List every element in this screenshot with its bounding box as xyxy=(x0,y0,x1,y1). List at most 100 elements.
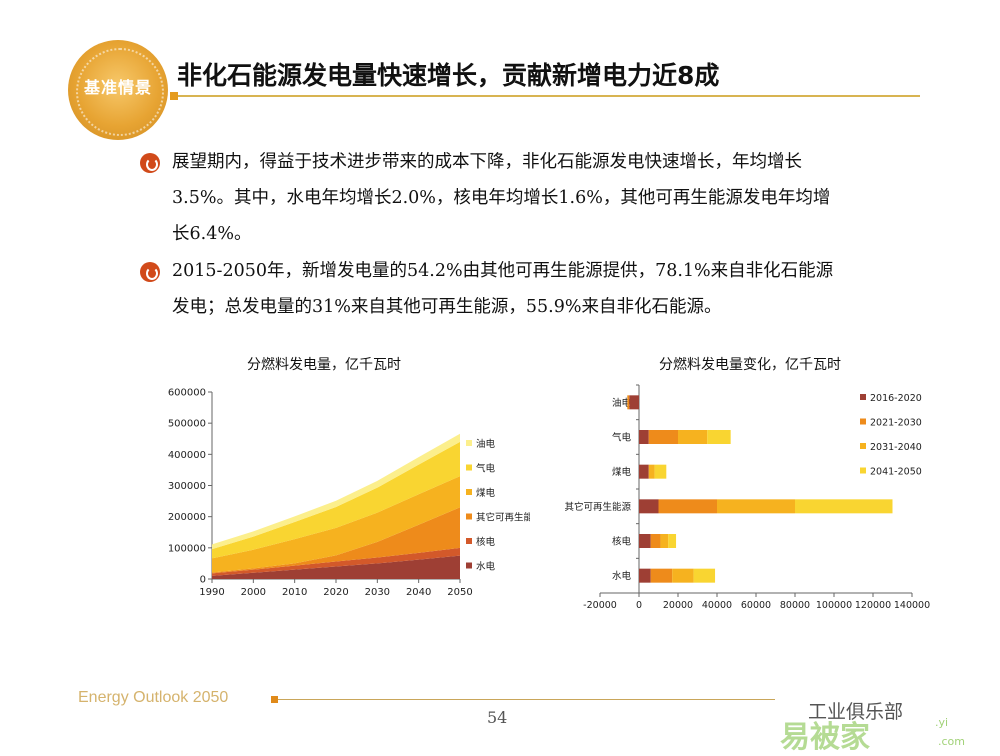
legend-swatch xyxy=(466,489,472,495)
legend-label: 2041-2050 xyxy=(870,467,922,478)
y-tick-label: 100000 xyxy=(168,543,206,554)
area-series-水电 xyxy=(212,555,460,579)
legend-label: 煤电 xyxy=(476,487,496,499)
bar-segment-2016-2020 xyxy=(639,534,651,548)
x-tick-label: -20000 xyxy=(583,600,617,611)
page-title: 非化石能源发电量快速增长，贡献新增电力近8成 xyxy=(177,61,720,90)
x-tick-label: 60000 xyxy=(741,600,771,611)
bar-segment-2041-2050 xyxy=(693,568,716,583)
x-tick-label: 0 xyxy=(636,600,642,611)
bar-chart-title: 分燃料发电量变化，亿千瓦时 xyxy=(659,357,841,373)
watermark-logo: 易被家 xyxy=(780,720,870,755)
legend-label: 其它可再生能源 xyxy=(476,512,530,524)
x-tick-label: 100000 xyxy=(816,600,852,611)
legend-swatch xyxy=(860,394,866,400)
watermark-domain: .yi xyxy=(935,716,949,729)
bar-segment-2021-2030 xyxy=(650,534,661,548)
bar-segment-2016-2020 xyxy=(629,395,639,410)
area-series-油电 xyxy=(212,433,460,550)
bar-segment-2031-2040 xyxy=(660,534,669,548)
area-chart: 0 100000 200000 300000 400000 500000 600000 199… xyxy=(168,388,530,599)
badge-ring xyxy=(76,48,164,136)
bullet-icon xyxy=(140,153,160,173)
area-series-核电 xyxy=(212,547,460,576)
title-underline-marker xyxy=(170,92,178,100)
bullet-icon xyxy=(140,262,160,282)
area-chart-title: 分燃料发电量，亿千瓦时 xyxy=(247,357,401,373)
bullet-1-line-1: 展望期内，得益于技术进步带来的成本下降，非化石能源发电快速增长，年均增长 xyxy=(172,152,802,172)
legend-swatch xyxy=(466,562,472,569)
x-tick-label: 2040 xyxy=(406,587,431,598)
bar-segment-2031-2040 xyxy=(717,499,795,514)
category-label: 核电 xyxy=(612,536,632,548)
x-tick-label: 2000 xyxy=(241,587,266,598)
category-label: 其它可再生能源 xyxy=(564,501,631,513)
legend-swatch xyxy=(466,440,472,446)
footer-line xyxy=(275,699,775,700)
y-tick-label: 500000 xyxy=(168,419,206,430)
bar-segment-2021-2030 xyxy=(650,568,673,583)
x-tick-label: 1990 xyxy=(199,587,224,598)
page-number: 54 xyxy=(487,708,508,727)
x-tick-label: 2050 xyxy=(447,587,472,598)
watermark-text: 工业俱乐部 xyxy=(808,701,904,723)
bullet-2-line-2: 发电；总发电量的31%来自其他可再生能源，55.9%来自非化石能源。 xyxy=(172,297,722,317)
category-label: 水电 xyxy=(612,570,632,582)
y-tick-label: 300000 xyxy=(168,481,206,492)
legend-swatch xyxy=(860,418,866,425)
bar-segment-2031-2040 xyxy=(672,568,694,583)
y-tick-label: 600000 xyxy=(168,388,206,399)
legend-label: 水电 xyxy=(476,561,496,573)
bar-segment-2041-2050 xyxy=(668,534,677,548)
legend-label: 2016-2020 xyxy=(870,393,922,404)
scenario-badge: 基准情景 xyxy=(68,40,168,140)
legend-label: 2031-2040 xyxy=(870,442,922,453)
bar-segment-2041-2050 xyxy=(654,464,667,479)
footer-report-name: Energy Outlook 2050 xyxy=(78,689,229,706)
legend-label: 2021-2030 xyxy=(870,418,922,429)
legend-swatch xyxy=(466,513,472,520)
bullet-1-line-2: 3.5%。其中，水电年均增长2.0%，核电年均增长1.6%，其他可再生能源发电年… xyxy=(172,188,831,208)
bar-segment-2031-2040 xyxy=(678,430,708,444)
footer-line-marker xyxy=(271,696,278,703)
x-tick-label: 20000 xyxy=(663,600,693,611)
bullet-paragraph-2: 2015-2050年，新增发电量的54.2%由其他可再生能源提供，78.1%来自… xyxy=(172,253,932,325)
area-series-气电 xyxy=(212,441,460,559)
title-underline xyxy=(172,95,920,97)
bar-segment-2016-2020 xyxy=(639,430,649,444)
x-tick-label: 2020 xyxy=(323,587,348,598)
bar-segment-2041-2050 xyxy=(795,499,893,514)
x-tick-label: 120000 xyxy=(855,600,891,611)
bar-segment-2021-2030 xyxy=(627,395,630,410)
bullet-1-line-3: 长6.4%。 xyxy=(172,224,252,244)
category-label: 气电 xyxy=(612,432,632,444)
legend-label: 气电 xyxy=(476,463,496,475)
bar-segment-2016-2020 xyxy=(639,568,651,583)
bar-segment-2041-2050 xyxy=(707,430,731,444)
bar-segment-2021-2030 xyxy=(648,430,678,444)
y-tick-label: 400000 xyxy=(168,450,206,461)
legend-swatch xyxy=(466,464,472,471)
x-tick-label: 2030 xyxy=(365,587,390,598)
area-series-其它可再生能源 xyxy=(212,507,460,574)
legend-swatch xyxy=(466,538,472,544)
y-tick-label: 0 xyxy=(200,575,206,586)
bar-segment-2031-2040 xyxy=(648,464,655,479)
bullet-paragraph-1: 展望期内，得益于技术进步带来的成本下降，非化石能源发电快速增长，年均增长 3.5… xyxy=(172,144,932,252)
legend-label: 油电 xyxy=(476,438,496,450)
watermark-domain-suffix: .com xyxy=(938,735,965,748)
x-tick-label: 80000 xyxy=(780,600,810,611)
bar-chart: -20000 0 20000 40000 60000 80000 100000 120000 1… xyxy=(564,384,930,611)
area-series-煤电 xyxy=(212,476,460,573)
x-tick-label: 2010 xyxy=(282,587,307,598)
y-tick-label: 200000 xyxy=(168,512,206,523)
x-tick-label: 140000 xyxy=(894,600,930,611)
legend-swatch xyxy=(860,467,866,474)
badge-label: 基准情景 xyxy=(83,78,152,97)
category-label: 油电 xyxy=(612,397,632,409)
bullet-2-line-1: 2015-2050年，新增发电量的54.2%由其他可再生能源提供，78.1%来自… xyxy=(172,261,834,281)
x-tick-label: 40000 xyxy=(702,600,732,611)
legend-label: 核电 xyxy=(476,536,496,548)
bar-segment-2016-2020 xyxy=(639,464,649,479)
legend-swatch xyxy=(860,443,866,449)
